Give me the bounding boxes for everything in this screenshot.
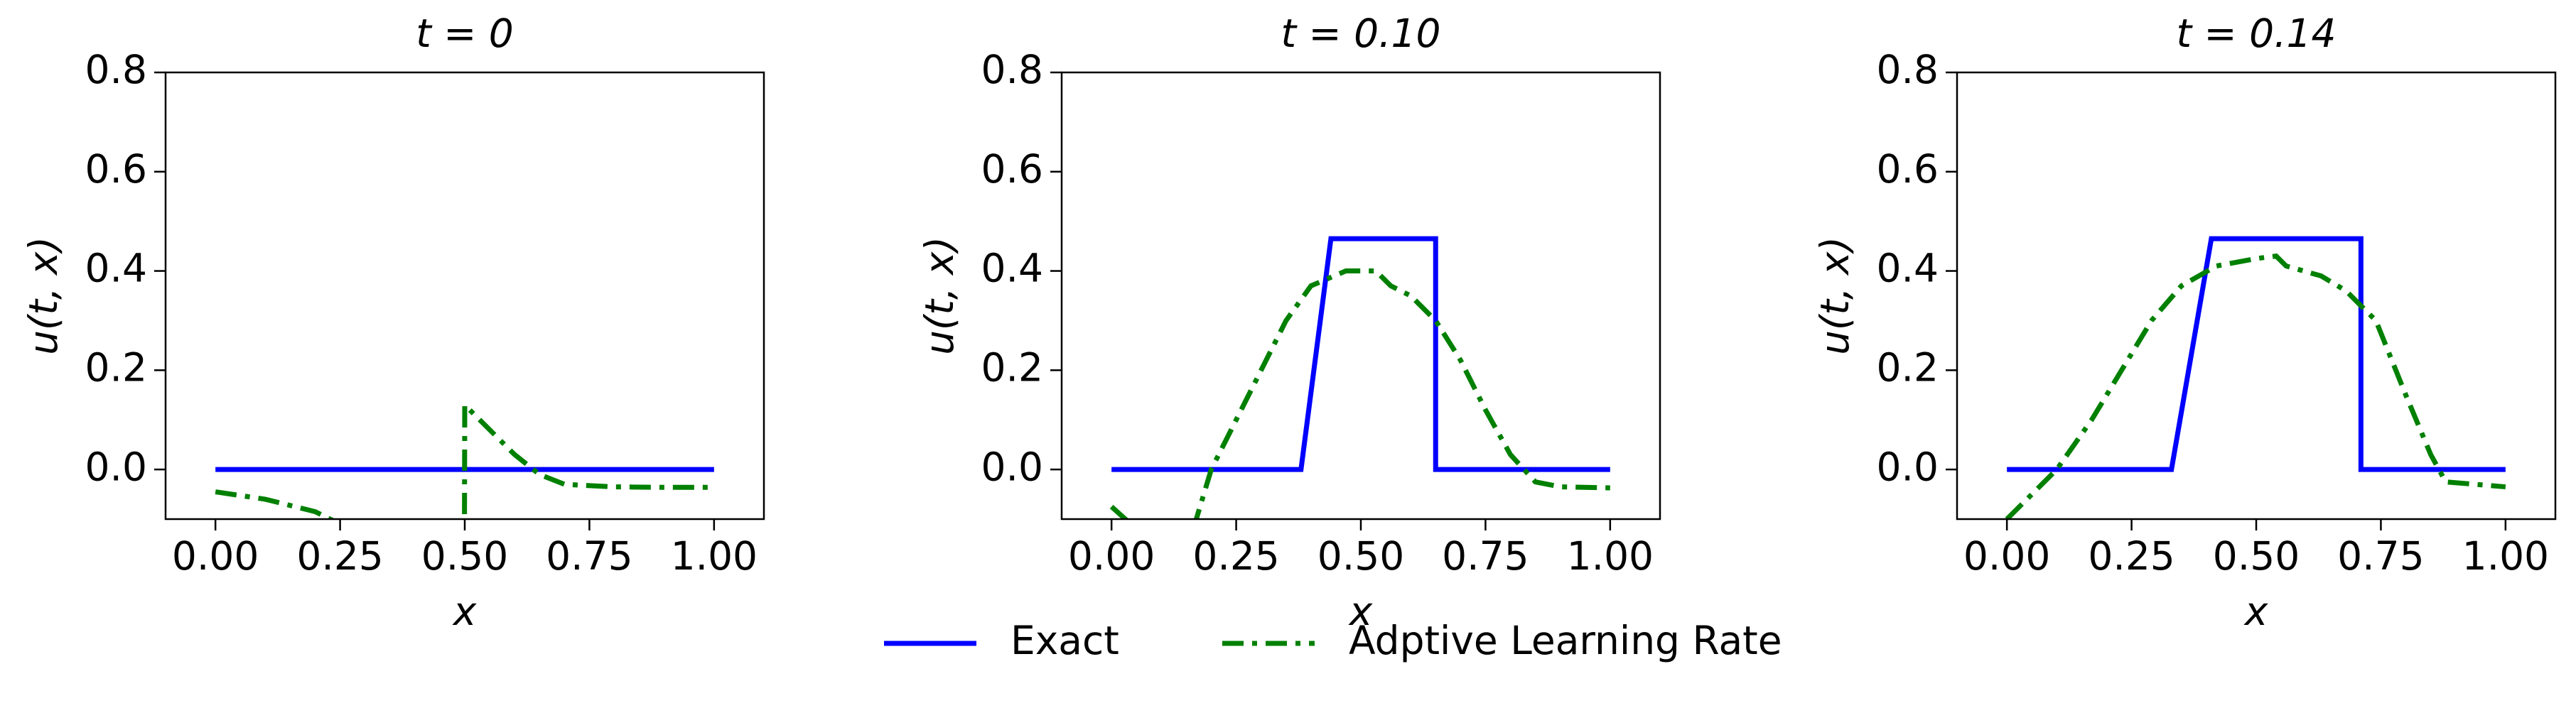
series-line: [1111, 236, 1610, 472]
x-tick-label: 0.50: [1317, 533, 1404, 579]
y-tick-label: 0.0: [981, 444, 1043, 489]
y-tick-label: 0.6: [85, 146, 147, 192]
x-tick-label: 0.75: [2337, 533, 2424, 579]
y-tick-label: 0.4: [1877, 246, 1939, 291]
series-line: [1109, 268, 1610, 519]
x-tick-label: 0.75: [546, 533, 632, 579]
y-tick-label: 0.4: [981, 246, 1043, 291]
y-tick-label: 0.6: [981, 146, 1043, 192]
y-tick-label: 0.0: [85, 444, 147, 489]
y-tick-label: 0.2: [1877, 344, 1939, 390]
y-axis-label: u(t, x): [917, 236, 962, 355]
plot-frame: [1060, 71, 1661, 521]
y-tick-label: 0.6: [1877, 146, 1939, 192]
series-line: [215, 398, 714, 519]
x-tick-label: 1.00: [2462, 533, 2549, 579]
subplot: 0.00 0.25 0.50 0.75 1.00 0.0 0.2 0.4 0.6 0.8 t = 0…: [21, 11, 765, 634]
x-tick-label: 1.00: [1567, 533, 1654, 579]
series-line: [2007, 236, 2506, 472]
x-axis-label: x: [452, 589, 477, 634]
y-tick-label: 0.8: [1877, 47, 1939, 92]
x-tick-label: 0.25: [296, 533, 383, 579]
x-tick-label: 1.00: [671, 533, 758, 579]
x-tick-label: 0.25: [1192, 533, 1279, 579]
chart-title: t = 0.10: [1281, 11, 1440, 56]
x-tick-label: 0.25: [2088, 533, 2174, 579]
y-tick-label: 0.2: [85, 344, 147, 390]
chart-title: t = 0: [416, 11, 514, 56]
x-tick-label: 0.00: [1963, 533, 2050, 579]
y-tick-label: 0.8: [85, 47, 147, 92]
y-axis-label: u(t, x): [1812, 236, 1858, 355]
x-tick-label: 0.00: [172, 533, 259, 579]
x-tick-label: 0.50: [2213, 533, 2300, 579]
x-tick-label: 0.50: [421, 533, 508, 579]
legend-label: Adptive Learning Rate: [1349, 618, 1782, 663]
x-tick-label: 0.00: [1068, 533, 1155, 579]
x-axis-label: x: [1348, 589, 1373, 634]
series-line: [2005, 253, 2506, 519]
chart-title: t = 0.14: [2176, 11, 2336, 56]
y-tick-label: 0.8: [981, 47, 1043, 92]
plot-frame: [1956, 71, 2557, 521]
y-tick-label: 0.0: [1877, 444, 1939, 489]
subplot: 0.00 0.25 0.50 0.75 1.00 0.0 0.2 0.4 0.6 0.8 t = 0…: [1812, 11, 2557, 634]
y-tick-label: 0.2: [981, 344, 1043, 390]
x-tick-label: 0.75: [1442, 533, 1529, 579]
legend-label: Exact: [1011, 618, 1119, 663]
y-axis-label: u(t, x): [21, 236, 66, 355]
y-tick-label: 0.4: [85, 246, 147, 291]
subplot: 0.00 0.25 0.50 0.75 1.00 0.0 0.2 0.4 0.6 0.8 t = 0…: [917, 11, 1661, 634]
x-axis-label: x: [2243, 589, 2268, 634]
